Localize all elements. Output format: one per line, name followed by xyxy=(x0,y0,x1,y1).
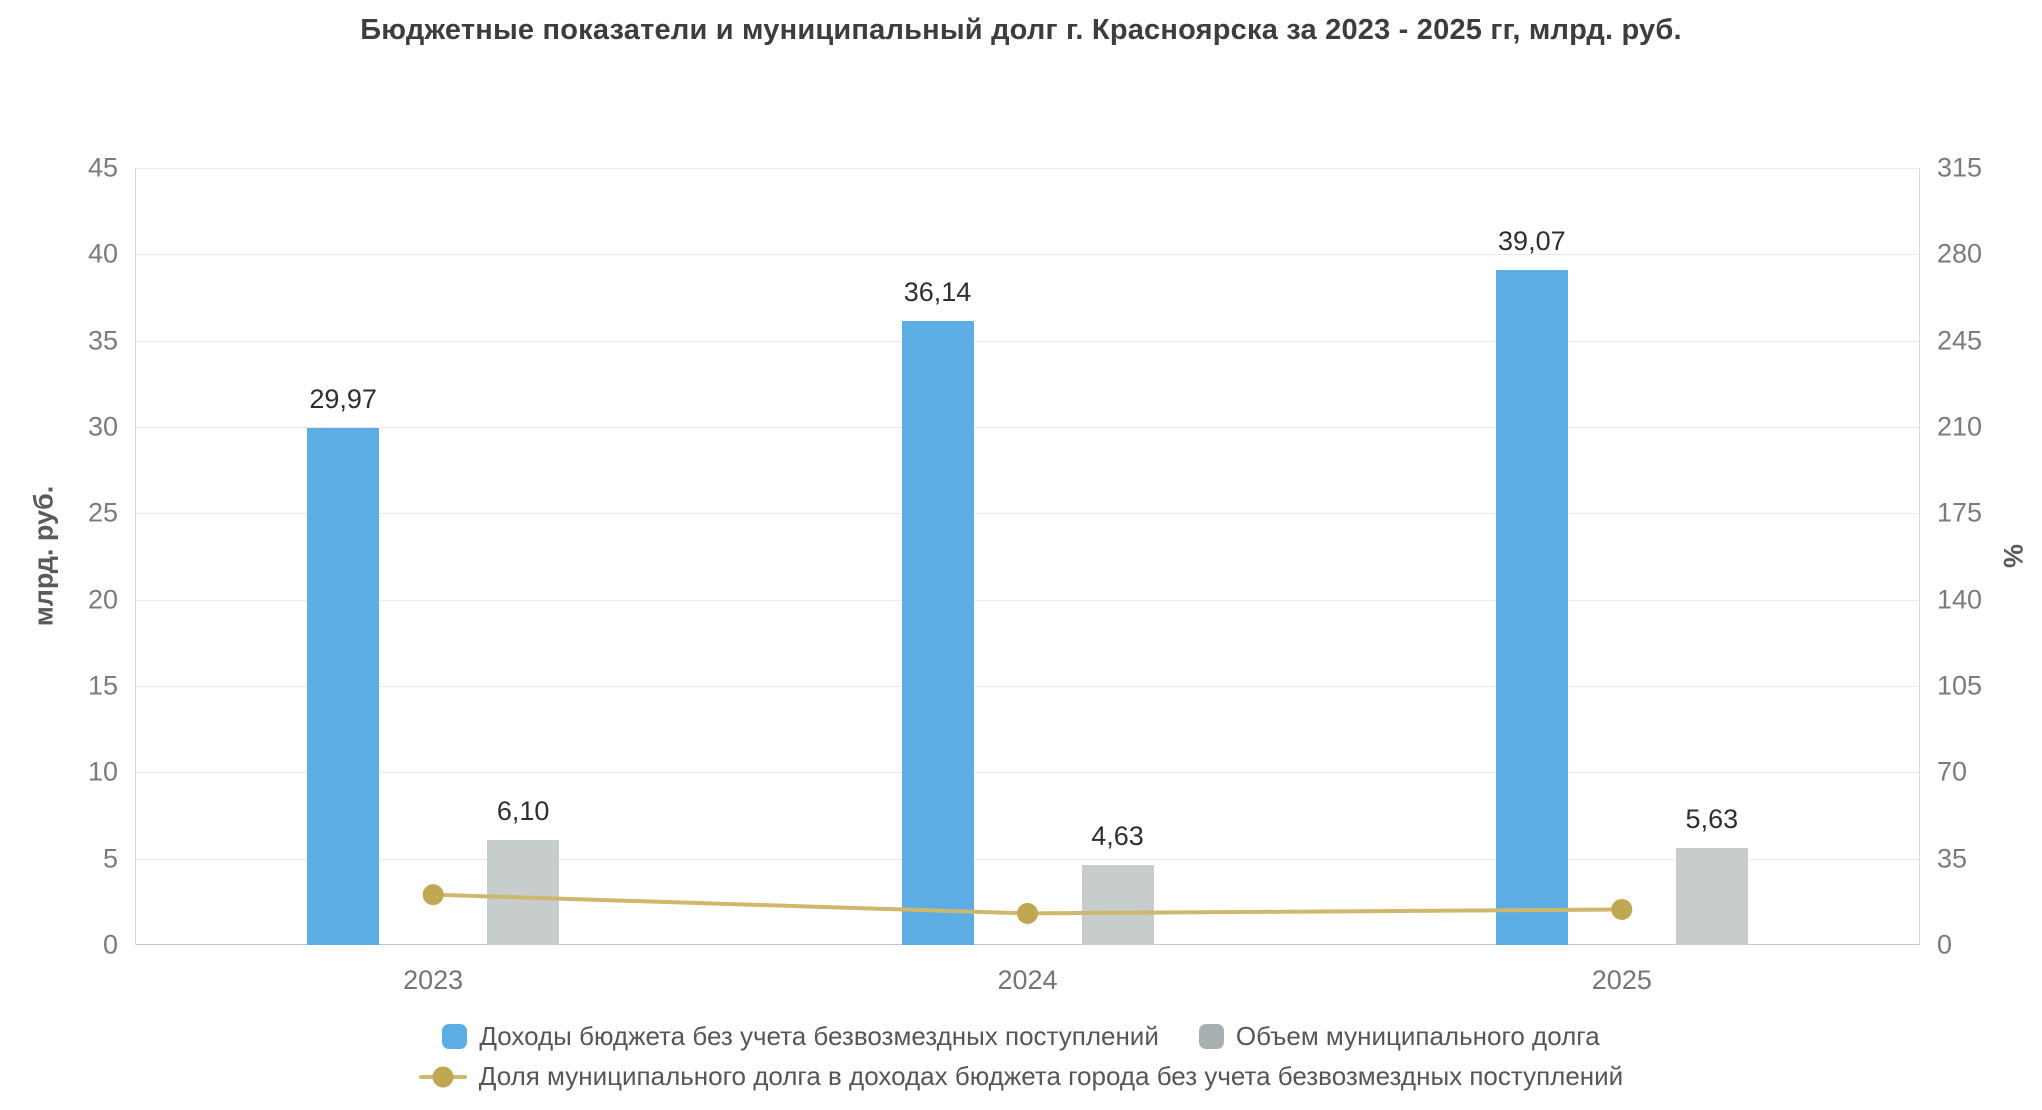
y-axis-tick-left: 35 xyxy=(87,325,118,356)
y-axis-tick-right: 210 xyxy=(1937,411,1983,442)
y-axis-tick-left: 15 xyxy=(87,670,118,701)
legend-item-revenue[interactable]: Доходы бюджета без учета безвозмездных п… xyxy=(442,1021,1159,1052)
legend-item-debt-share[interactable]: Доля муниципального долга в доходах бюдж… xyxy=(418,1060,1624,1092)
gridline xyxy=(136,168,1919,169)
legend-label-debt: Объем муниципального долга xyxy=(1235,1021,1600,1051)
y-axis-tick-left: 30 xyxy=(87,411,118,442)
y-axis-tick-left: 40 xyxy=(87,238,118,269)
gridline xyxy=(136,340,1919,342)
y-axis-tick-right: 70 xyxy=(1937,756,1968,787)
x-axis-label-2024: 2024 xyxy=(997,965,1058,995)
legend: Доходы бюджета без учета безвозмездных п… xyxy=(0,1021,2042,1092)
gridline xyxy=(136,513,1919,515)
bar-value-label-debt-2024: 4,63 xyxy=(1091,821,1144,852)
gridline xyxy=(136,427,1919,428)
bar-value-label-debt-2025: 5,63 xyxy=(1685,803,1739,834)
gridline xyxy=(136,944,1919,945)
line-point-2024[interactable] xyxy=(1017,902,1038,924)
plot-area: 0 5 10 15 20 25 30 35 40 45 0 35 70 105 140 175 210 245 28… xyxy=(88,153,1982,994)
legend-label-revenue: Доходы бюджета без учета безвозмездных п… xyxy=(479,1021,1159,1051)
gridline xyxy=(136,599,1919,601)
y-axis-tick-left: 25 xyxy=(87,497,118,528)
legend-swatch-debt-icon xyxy=(1198,1024,1224,1050)
line-series-debt-share xyxy=(422,884,1633,924)
y-axis-tick-right: 0 xyxy=(1937,929,1953,960)
bar-debt-2024[interactable] xyxy=(1081,865,1154,945)
y-axis-tick-right: 175 xyxy=(1937,497,1983,528)
legend-swatch-revenue-icon xyxy=(442,1024,468,1050)
gridline xyxy=(136,772,1919,774)
y-axis-tick-right: 105 xyxy=(1937,670,1983,701)
x-axis-label-2025: 2025 xyxy=(1591,965,1652,995)
bar-value-label-revenue-2023: 29,97 xyxy=(309,383,377,414)
line-point-2023[interactable] xyxy=(422,884,444,906)
y-axis-tick-left: 20 xyxy=(87,584,118,615)
legend-line-marker-icon xyxy=(418,1064,467,1090)
bar-value-label-revenue-2025: 39,07 xyxy=(1498,226,1566,257)
y-axis-title-right: % xyxy=(1998,543,2029,569)
line-point-2025[interactable] xyxy=(1611,898,1633,920)
gridline xyxy=(136,686,1919,687)
bar-value-label-revenue-2024: 36,14 xyxy=(903,276,972,307)
y-axis-tick-left: 45 xyxy=(87,152,118,183)
y-axis-title-left: млрд. руб. xyxy=(28,485,59,627)
y-axis-tick-right: 140 xyxy=(1937,584,1983,615)
bar-revenue-2023[interactable] xyxy=(307,427,380,945)
bar-debt-2025[interactable] xyxy=(1675,847,1748,945)
y-axis-tick-left: 0 xyxy=(102,929,118,960)
y-axis-tick-right: 315 xyxy=(1937,152,1983,183)
bar-debt-2023[interactable] xyxy=(487,839,560,945)
legend-label-debt-share: Доля муниципального долга в доходах бюдж… xyxy=(478,1060,1624,1091)
y-axis-tick-left: 5 xyxy=(102,843,118,874)
legend-row-1: Доходы бюджета без учета безвозмездных п… xyxy=(442,1021,1600,1052)
legend-item-debt[interactable]: Объем муниципального долга xyxy=(1198,1021,1600,1052)
bar-value-label-debt-2023: 6,10 xyxy=(496,795,550,826)
y-axis-tick-right: 35 xyxy=(1937,843,1968,874)
chart-title: Бюджетные показатели и муниципальный дол… xyxy=(360,14,1682,46)
x-axis-label-2023: 2023 xyxy=(403,965,464,995)
y-axis-tick-left: 10 xyxy=(87,756,118,787)
bar-revenue-2024[interactable] xyxy=(901,320,974,945)
legend-row-2: Доля муниципального долга в доходах бюдж… xyxy=(418,1060,1624,1092)
y-axis-tick-right: 280 xyxy=(1937,238,1983,269)
gridline xyxy=(136,858,1919,860)
bar-revenue-2025[interactable] xyxy=(1495,270,1568,945)
y-axis-tick-right: 245 xyxy=(1937,325,1983,356)
gridline xyxy=(136,254,1919,256)
